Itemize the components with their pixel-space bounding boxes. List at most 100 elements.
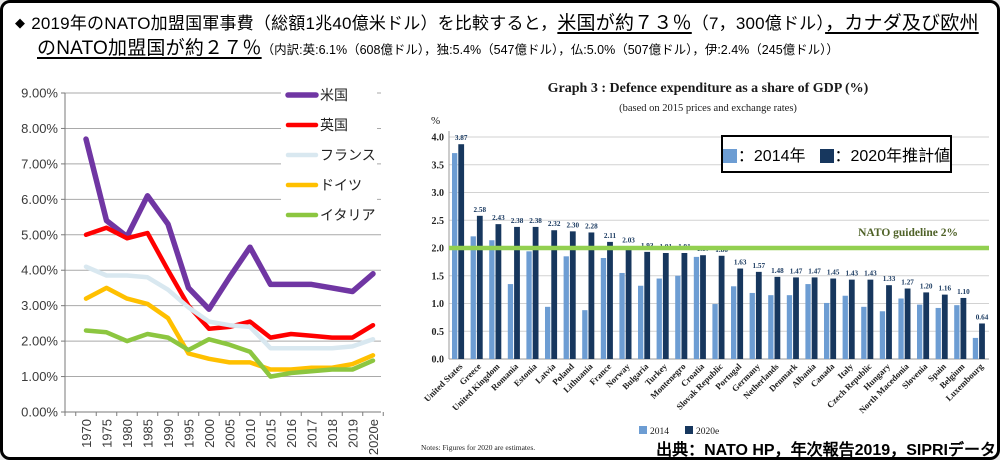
bar-value-label: 1.57 — [753, 262, 766, 270]
x-tick-label: 2015 — [264, 419, 279, 448]
bar-value-label: 2.11 — [604, 232, 617, 240]
bar-2020e-20 — [830, 278, 837, 359]
x-tick-label: 2018 — [325, 419, 340, 448]
y-tick-label: 0.0 — [432, 355, 445, 366]
y-tick-label: 0.00% — [21, 405, 58, 420]
bar-2020e-22 — [867, 279, 874, 359]
bar-2014-1 — [470, 236, 476, 359]
y-tick-label: 0.5 — [432, 327, 445, 338]
bar-value-label: 3.87 — [455, 134, 468, 142]
nato-guideline-2pct-line — [449, 245, 989, 251]
y-tick-label: 4.00% — [21, 263, 58, 278]
bar-2014-3 — [507, 284, 514, 359]
mini-label-2014: 2014 — [650, 427, 669, 437]
header-us-share-underlined: 米国が約７３％ — [557, 13, 692, 34]
header-text: ◆ 2019年のNATO加盟国軍事費（総額1兆40億米ドル）を比較すると，米国が約… — [15, 10, 995, 63]
bar-value-label: 1.48 — [771, 267, 784, 275]
bar-value-label: 1.63 — [734, 259, 747, 267]
bar-value-label: 2.38 — [511, 217, 524, 225]
line-chart-defense-share-gdp: 0.00% 1.00% 2.00% 3.00% 4.00% 5.00% 6.00% 7.00%… — [11, 73, 413, 457]
y-tick-label: 2.5 — [432, 216, 445, 227]
bar-2014-20 — [824, 302, 830, 359]
legend-label-0: 米国 — [320, 87, 348, 103]
bar-chart-nato-defence-gdp: 0.0 0.5 1.0 1.5 2.0 2.5 3.0 3.5 4.0 3.87 United St… — [415, 69, 997, 459]
y-tick-label: 8.00% — [21, 121, 58, 136]
source-citation: 出典：NATO HP，年次報告2019，SIPRIデータ — [656, 442, 996, 459]
bar-value-label: 2.03 — [622, 236, 635, 244]
mini-legend-2014: 2014 — [639, 426, 669, 437]
y-tick-label: 9.00% — [21, 86, 58, 101]
bar-value-label: 2.58 — [474, 206, 487, 214]
y-tick-label: 3.00% — [21, 298, 58, 313]
bar-2020e-19 — [811, 277, 818, 359]
line-chart-canvas: 0.00% 1.00% 2.00% 3.00% 4.00% 5.00% 6.00% 7.00%… — [21, 83, 384, 455]
series-line-3 — [83, 285, 376, 372]
legend-swatch-2014 — [722, 149, 737, 163]
y-tick-label: 7.00% — [21, 156, 58, 171]
legend-label-2014: ：2014年 — [737, 148, 806, 165]
y-axis-unit-label: % — [431, 115, 441, 127]
x-tick-label: 2016 — [284, 419, 299, 448]
bar-chart-mini-legend: 2014 2020e — [639, 426, 719, 437]
bar-2014-19 — [805, 284, 811, 359]
bar-value-label: 1.27 — [901, 279, 914, 287]
diamond-bullet-icon: ◆ — [15, 15, 26, 30]
bar-value-label: 2.38 — [529, 217, 542, 225]
bar-2014-14 — [712, 304, 718, 359]
bar-2020e-9 — [625, 246, 632, 359]
bar-2014-10 — [638, 285, 644, 359]
bar-2020e-11 — [662, 252, 669, 359]
bar-value-label: 1.33 — [883, 275, 896, 283]
x-tick-label: 2020e — [366, 419, 381, 455]
mini-legend-2020e: 2020e — [685, 426, 719, 437]
bar-2020e-8 — [607, 241, 613, 359]
bar-2014-6 — [563, 256, 569, 359]
bar-2020e-3 — [514, 226, 520, 359]
bar-2020e-26 — [941, 294, 948, 359]
header-us-amount: （7，300億ドル） — [691, 14, 826, 33]
y-tick-label: 6.00% — [21, 192, 58, 207]
bar-2020e-5 — [551, 230, 558, 359]
x-tick-label: 2005 — [223, 419, 238, 448]
bar-2014-24 — [898, 298, 904, 359]
bar-2014-8 — [600, 257, 607, 359]
series-line-2 — [83, 264, 376, 351]
mini-label-2020e: 2020e — [696, 427, 720, 437]
bar-value-label: 1.16 — [939, 285, 952, 293]
legend-swatch-2020e — [819, 149, 834, 163]
bar-chart-title: Graph 3 : Defence expenditure as a share… — [547, 81, 869, 96]
bar-2014-11 — [656, 278, 662, 359]
bar-2020e-7 — [588, 232, 595, 359]
bar-2014-22 — [861, 306, 867, 359]
x-tick-label: 1995 — [182, 419, 197, 448]
bar-value-label: 2.30 — [567, 221, 580, 229]
x-tick-label: 2010 — [243, 419, 258, 448]
nato-guideline-label: NATO guideline 2% — [858, 227, 958, 239]
bar-value-label: 1.20 — [920, 282, 933, 290]
x-tick-label: 1985 — [141, 419, 156, 448]
header-breakdown: （内訳:英:6.1%（608億ドル），独:5.4%（547億ドル），仏:5.0%… — [261, 43, 839, 57]
x-tick-label: 1975 — [100, 419, 115, 448]
legend-label-3: ドイツ — [320, 177, 362, 193]
bar-value-label: 2.43 — [492, 214, 505, 222]
bar-value-label: 1.45 — [827, 269, 840, 277]
bar-2014-17 — [768, 295, 774, 359]
bar-2020e-1 — [476, 215, 483, 359]
bar-2020e-2 — [495, 224, 502, 359]
x-tick-label: 1970 — [79, 419, 94, 448]
bar-2020e-16 — [755, 271, 762, 359]
y-tick-label: 3.0 — [432, 188, 445, 199]
bar-chart-subtitle: (based on 2015 prices and exchange rates… — [619, 103, 797, 114]
bar-value-label: 1.43 — [864, 270, 877, 278]
bar-2020e-0 — [458, 144, 465, 359]
bar-2014-0 — [452, 153, 458, 359]
bar-2020e-21 — [848, 279, 855, 359]
bar-2014-21 — [842, 295, 848, 359]
bar-value-label: 2.28 — [585, 222, 598, 230]
mini-swatch-2014 — [639, 426, 647, 434]
legend-label-1: 英国 — [320, 117, 348, 133]
bar-2014-27 — [954, 305, 960, 359]
bar-2014-2 — [489, 240, 495, 359]
